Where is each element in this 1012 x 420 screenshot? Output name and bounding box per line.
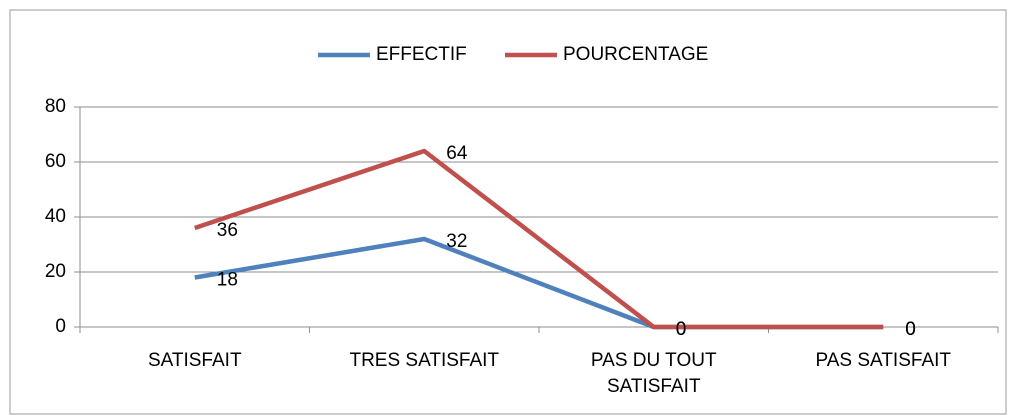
y-tick-label: 80 (45, 96, 66, 117)
data-label: 0 (676, 319, 687, 340)
x-tick-label: SATISFAIT (147, 350, 242, 371)
y-tick-label: 20 (45, 261, 66, 282)
y-tick-label: 60 (45, 151, 66, 172)
y-tick-label: 40 (45, 206, 66, 227)
series-line (194, 148, 884, 330)
y-tick-label: 0 (55, 316, 66, 337)
data-label: 0 (676, 319, 687, 340)
x-tick-label: PAS SATISFAIT (815, 350, 952, 371)
data-label: 0 (905, 319, 916, 340)
data-label: 36 (217, 220, 238, 241)
data-label: 0 (905, 319, 916, 340)
data-label: 18 (217, 270, 238, 291)
legend-label: POURCENTAGE (563, 44, 708, 65)
x-tick-label: TRES SATISFAIT (349, 350, 500, 371)
data-label: 32 (446, 231, 467, 252)
data-label: 64 (446, 143, 468, 164)
chart-frame (9, 9, 1007, 415)
legend-label: EFFECTIF (376, 44, 467, 65)
x-tick-label: PAS DU TOUT SATISFAIT (590, 350, 717, 397)
